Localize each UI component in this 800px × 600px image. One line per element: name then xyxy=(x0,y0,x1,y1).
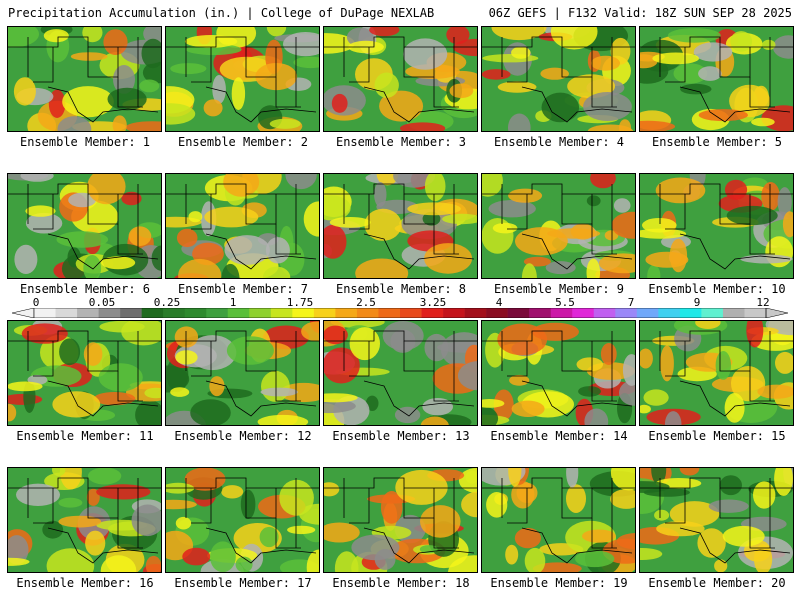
colorbar-bin xyxy=(270,308,293,318)
member-label-4: Ensemble Member: 4 xyxy=(493,135,625,149)
colorbar-bin xyxy=(206,308,229,318)
member-label-8: Ensemble Member: 8 xyxy=(335,282,467,296)
colorbar-bin xyxy=(292,308,315,318)
member-label-12: Ensemble Member: 12 xyxy=(174,429,312,443)
colorbar-bin xyxy=(163,308,186,318)
precip-colorbar xyxy=(12,308,788,318)
member-label-1: Ensemble Member: 1 xyxy=(19,135,151,149)
colorbar-tick-label: 0 xyxy=(32,296,40,309)
member-label-14: Ensemble Member: 14 xyxy=(490,429,628,443)
member-map-4 xyxy=(481,26,636,132)
member-map-7 xyxy=(165,173,320,279)
member-map-10 xyxy=(639,173,794,279)
colorbar-tick-label: 9 xyxy=(693,296,701,309)
member-map-13 xyxy=(323,320,478,426)
colorbar-tick-label: 0.05 xyxy=(88,296,116,309)
colorbar-bin xyxy=(313,308,336,318)
colorbar-tick-label: 3.25 xyxy=(419,296,447,309)
colorbar-bin xyxy=(593,308,616,318)
colorbar-bin xyxy=(98,308,121,318)
colorbar-bin xyxy=(356,308,379,318)
colorbar-tick-label: 5.5 xyxy=(555,296,575,309)
colorbar-bin xyxy=(184,308,207,318)
colorbar-bin xyxy=(701,308,724,318)
colorbar-bin xyxy=(34,308,56,318)
member-map-11 xyxy=(7,320,162,426)
colorbar-tick-label: 1 xyxy=(229,296,237,309)
member-label-6: Ensemble Member: 6 xyxy=(19,282,151,296)
member-map-19 xyxy=(481,467,636,573)
colorbar-tick-label: 1.75 xyxy=(286,296,314,309)
member-map-3 xyxy=(323,26,478,132)
member-map-18 xyxy=(323,467,478,573)
member-map-5 xyxy=(639,26,794,132)
colorbar-bin xyxy=(378,308,401,318)
colorbar-bin xyxy=(141,308,164,318)
colorbar-bin xyxy=(464,308,487,318)
colorbar-bin xyxy=(400,308,422,318)
colorbar-bin xyxy=(421,308,444,318)
member-label-13: Ensemble Member: 13 xyxy=(332,429,470,443)
member-label-10: Ensemble Member: 10 xyxy=(648,282,786,296)
colorbar-bin xyxy=(227,308,250,318)
member-map-1 xyxy=(7,26,162,132)
colorbar-bin xyxy=(55,308,78,318)
colorbar-bin xyxy=(77,308,99,318)
colorbar-bin xyxy=(679,308,702,318)
colorbar-bin xyxy=(572,308,595,318)
member-label-11: Ensemble Member: 11 xyxy=(16,429,154,443)
colorbar-bin xyxy=(443,308,465,318)
member-label-2: Ensemble Member: 2 xyxy=(177,135,309,149)
member-label-18: Ensemble Member: 18 xyxy=(332,576,470,590)
member-label-17: Ensemble Member: 17 xyxy=(174,576,312,590)
colorbar-tick-label: 12 xyxy=(756,296,770,309)
colorbar-tick-label: 7 xyxy=(627,296,635,309)
member-map-14 xyxy=(481,320,636,426)
member-map-15 xyxy=(639,320,794,426)
chart-title: Precipitation Accumulation (in.) | Colle… xyxy=(8,6,435,20)
colorbar-max-arrow xyxy=(765,308,788,318)
colorbar-bin xyxy=(636,308,659,318)
colorbar-bin xyxy=(335,308,358,318)
colorbar-bin xyxy=(486,308,508,318)
colorbar-bin xyxy=(722,308,745,318)
colorbar-bin xyxy=(529,308,552,318)
colorbar-tick-label: 4 xyxy=(495,296,503,309)
colorbar-bin xyxy=(507,308,530,318)
member-map-17 xyxy=(165,467,320,573)
colorbar-bin xyxy=(550,308,573,318)
member-label-20: Ensemble Member: 20 xyxy=(648,576,786,590)
member-map-12 xyxy=(165,320,320,426)
member-label-15: Ensemble Member: 15 xyxy=(648,429,786,443)
member-label-9: Ensemble Member: 9 xyxy=(493,282,625,296)
colorbar-tick-label: 0.25 xyxy=(153,296,181,309)
colorbar-bin xyxy=(249,308,272,318)
member-map-9 xyxy=(481,173,636,279)
member-map-2 xyxy=(165,26,320,132)
member-map-16 xyxy=(7,467,162,573)
member-label-5: Ensemble Member: 5 xyxy=(651,135,783,149)
member-map-20 xyxy=(639,467,794,573)
colorbar-bin xyxy=(120,308,142,318)
colorbar-min-arrow xyxy=(12,308,35,318)
colorbar-bin xyxy=(615,308,638,318)
member-label-16: Ensemble Member: 16 xyxy=(16,576,154,590)
member-label-3: Ensemble Member: 3 xyxy=(335,135,467,149)
model-valid-time: 06Z GEFS | F132 Valid: 18Z SUN SEP 28 20… xyxy=(488,6,792,20)
member-map-6 xyxy=(7,173,162,279)
member-label-7: Ensemble Member: 7 xyxy=(177,282,309,296)
member-map-8 xyxy=(323,173,478,279)
member-label-19: Ensemble Member: 19 xyxy=(490,576,628,590)
colorbar-tick-label: 2.5 xyxy=(356,296,376,309)
colorbar-bin xyxy=(744,308,767,318)
colorbar-bin xyxy=(658,308,681,318)
